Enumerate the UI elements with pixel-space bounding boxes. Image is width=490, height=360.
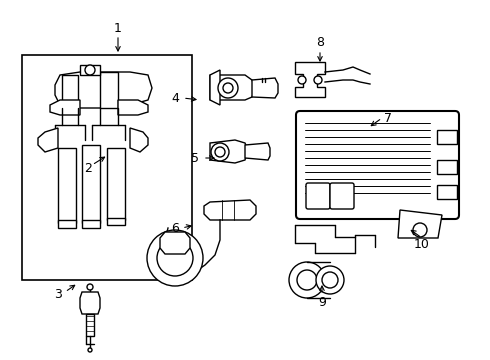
Polygon shape [100,72,118,108]
Text: 10: 10 [414,238,430,252]
Circle shape [297,270,317,290]
Circle shape [157,240,193,276]
Polygon shape [62,75,78,108]
Polygon shape [80,65,100,75]
Bar [82,145,100,223]
Polygon shape [398,210,442,238]
Bar [82,220,100,228]
Bar [437,160,457,174]
Polygon shape [204,200,256,220]
FancyBboxPatch shape [306,183,330,209]
Polygon shape [118,100,148,115]
Polygon shape [55,72,152,108]
FancyBboxPatch shape [296,111,459,219]
Circle shape [218,78,238,98]
Polygon shape [50,100,80,115]
Text: 2: 2 [84,162,92,175]
Circle shape [322,272,338,288]
Bar [86,314,94,336]
Text: 1: 1 [114,22,122,35]
Polygon shape [130,128,148,152]
Polygon shape [245,143,270,160]
Bar [107,148,125,220]
Circle shape [314,76,322,84]
Polygon shape [252,78,278,98]
Bar [58,220,76,228]
Circle shape [413,223,427,237]
Polygon shape [210,70,220,105]
Polygon shape [295,62,325,97]
Circle shape [88,348,92,352]
Circle shape [215,147,225,157]
Text: 3: 3 [54,288,62,302]
Bar [22,55,192,280]
Polygon shape [160,232,190,254]
Polygon shape [80,292,100,314]
Polygon shape [210,140,248,163]
Bar [58,148,76,223]
Bar [107,218,125,225]
FancyBboxPatch shape [330,183,354,209]
Text: 9: 9 [318,296,326,309]
Circle shape [87,284,93,290]
Text: 8: 8 [316,36,324,49]
Circle shape [211,143,229,161]
Circle shape [316,266,344,294]
Circle shape [147,230,203,286]
Circle shape [289,262,325,298]
Bar [437,185,457,199]
Circle shape [298,76,306,84]
Polygon shape [210,75,255,100]
Polygon shape [38,128,58,152]
Circle shape [223,83,233,93]
Bar [437,130,457,144]
Text: 4: 4 [171,91,179,104]
Text: 6: 6 [171,221,179,234]
Text: 7: 7 [384,112,392,125]
Circle shape [85,65,95,75]
Text: 5: 5 [191,152,199,165]
